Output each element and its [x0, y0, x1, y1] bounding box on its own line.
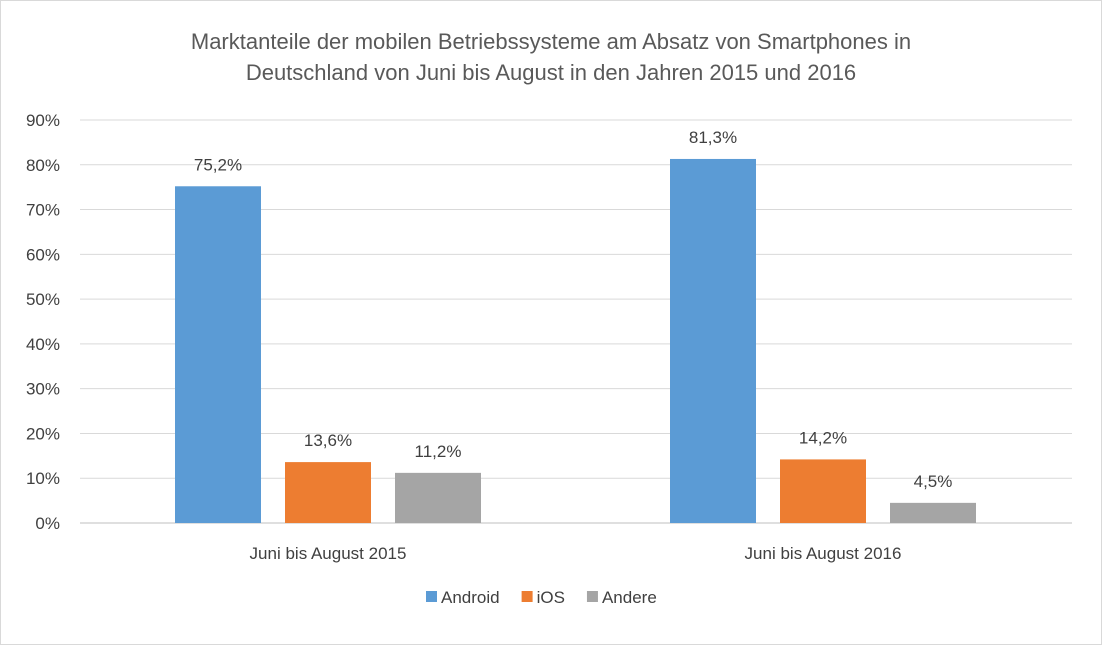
- y-tick-label: 40%: [26, 335, 60, 354]
- y-tick-label: 50%: [26, 290, 60, 309]
- bar-ios-2: [780, 459, 866, 523]
- y-axis: 0% 10% 20% 30% 40% 50% 60% 70% 80% 90%: [26, 111, 60, 533]
- x-axis: Juni bis August 2015 Juni bis August 201…: [250, 544, 902, 563]
- legend-label-android: Android: [441, 588, 500, 607]
- legend-swatch-ios: [521, 591, 533, 602]
- legend-label-andere: Andere: [602, 588, 657, 607]
- legend: Android iOS Andere: [426, 588, 657, 607]
- data-labels: 75,2% 13,6% 11,2% 81,3% 14,2% 4,5%: [194, 128, 952, 491]
- bars: [175, 158, 976, 523]
- y-tick-label: 10%: [26, 469, 60, 488]
- y-tick-label: 70%: [26, 201, 60, 220]
- legend-swatch-android: [426, 591, 437, 602]
- bar-android-2: [670, 158, 756, 523]
- y-tick-label: 90%: [26, 111, 60, 130]
- bar-android-1: [175, 186, 261, 523]
- data-label-android-1: 75,2%: [194, 155, 242, 174]
- data-label-android-2: 81,3%: [689, 128, 737, 147]
- y-tick-label: 60%: [26, 245, 60, 264]
- y-tick-label: 0%: [35, 514, 60, 533]
- legend-swatch-andere: [586, 591, 598, 602]
- chart-title-line-2: Deutschland von Juni bis August in den J…: [246, 60, 856, 85]
- bar-andere-1: [395, 472, 481, 523]
- y-tick-label: 20%: [26, 424, 60, 443]
- bar-ios-1: [285, 462, 371, 523]
- data-label-andere-2: 4,5%: [914, 472, 953, 491]
- data-label-andere-1: 11,2%: [415, 442, 462, 461]
- bar-andere-2: [890, 502, 976, 523]
- data-label-ios-1: 13,6%: [304, 431, 352, 450]
- chart-title-line-1: Marktanteile der mobilen Betriebssysteme…: [191, 29, 911, 54]
- legend-label-ios: iOS: [537, 588, 565, 607]
- y-tick-label: 30%: [26, 380, 60, 399]
- y-tick-label: 80%: [26, 156, 60, 175]
- category-label-2016: Juni bis August 2016: [745, 544, 902, 563]
- category-label-2015: Juni bis August 2015: [250, 544, 407, 563]
- data-label-ios-2: 14,2%: [799, 428, 847, 447]
